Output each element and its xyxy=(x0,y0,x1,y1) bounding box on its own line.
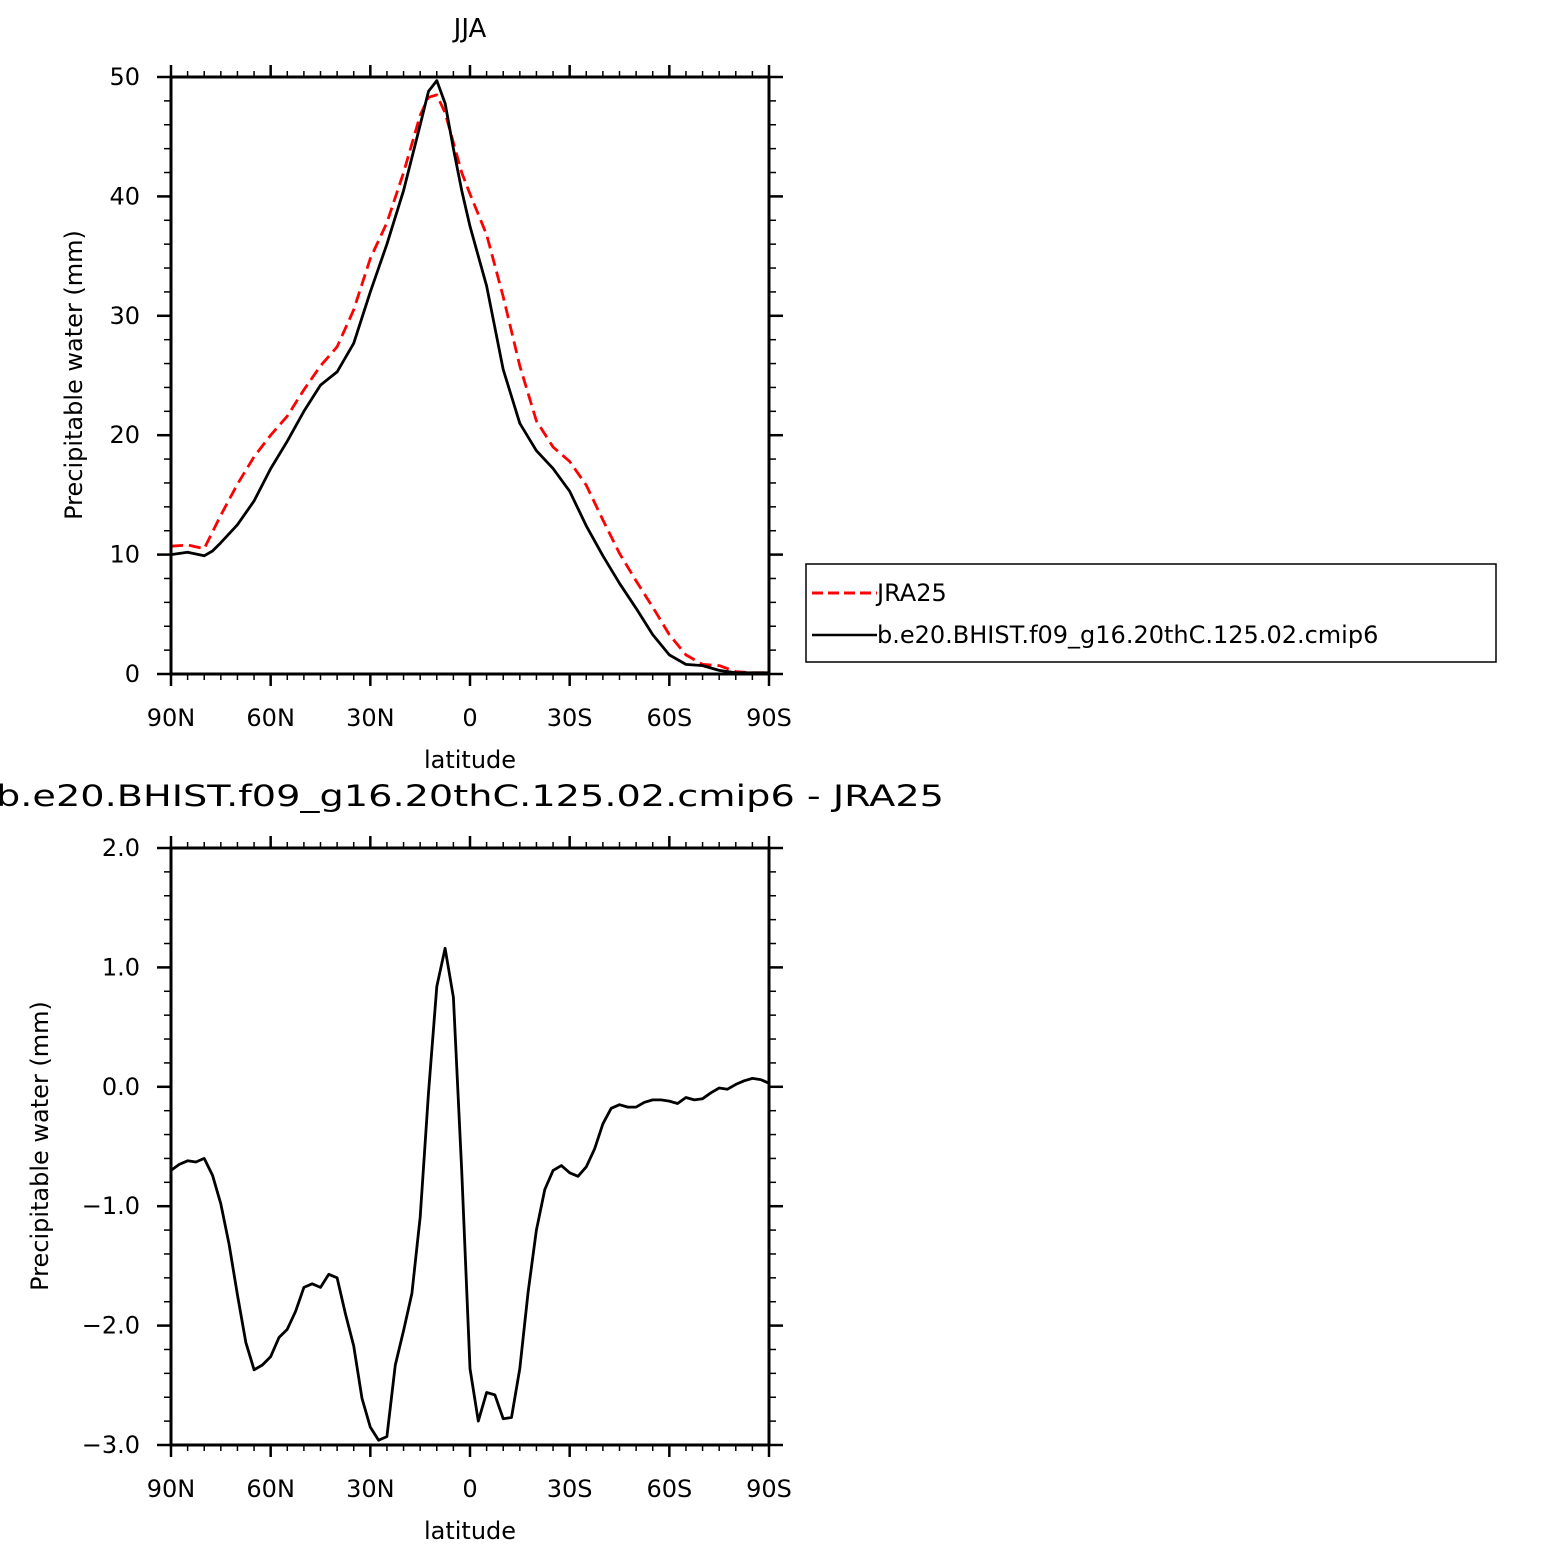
panel-top: JJA 90N 60N 30N 0 30S 60S 90S 0 10 20 30 40 50 latit… xyxy=(60,14,792,774)
panel-top-y-tick-label: 0 xyxy=(125,660,140,688)
panel-top-axes: 90N 60N 30N 0 30S 60S 90S 0 10 20 30 40 50 xyxy=(109,63,791,732)
panel-top-series-line-1 xyxy=(170,79,769,675)
panel-bottom-y-tick-label: −1.0 xyxy=(82,1192,140,1220)
panel-bottom-x-tick-label: 60N xyxy=(246,1475,295,1503)
panel-bottom-y-tick-label: 0.0 xyxy=(102,1073,140,1101)
panel-bottom-y-tick-label: −2.0 xyxy=(82,1312,140,1340)
legend-label-jra25: JRA25 xyxy=(875,579,947,607)
panel-top-x-tick-label: 90N xyxy=(147,704,196,732)
panel-bottom-x-tick-label: 30S xyxy=(547,1475,593,1503)
panel-top-x-axis-label: latitude xyxy=(424,746,516,774)
panel-top-x-tick-label: 90S xyxy=(746,704,792,732)
panel-top-x-tick-label: 60S xyxy=(646,704,692,732)
panel-bottom-title: b.e20.BHIST.f09_g16.20thC.125.02.cmip6 -… xyxy=(0,779,944,813)
panel-top-series-line-0 xyxy=(170,93,769,675)
panel-top-title: JJA xyxy=(452,14,487,44)
panel-bottom-x-tick-label: 30N xyxy=(346,1475,395,1503)
panel-top-frame xyxy=(169,75,771,676)
panel-bottom-frame xyxy=(169,846,771,1447)
panel-bottom-x-tick-label: 90N xyxy=(147,1475,196,1503)
panel-bottom-x-tick-label: 0 xyxy=(462,1475,477,1503)
panel-bottom-y-axis-label: Precipitable water (mm) xyxy=(26,1001,54,1291)
panel-bottom-axes: 90N 60N 30N 0 30S 60S 90S −3.0 −2.0 −1.0 0.0 1.0 2.0 xyxy=(82,834,792,1503)
panel-top-x-tick-label: 30N xyxy=(346,704,395,732)
panel-bottom-x-tick-label: 90S xyxy=(746,1475,792,1503)
panel-bottom-y-tick-label: −3.0 xyxy=(82,1431,140,1459)
panel-top-y-tick-label: 30 xyxy=(109,302,140,330)
panel-top-x-tick-label: 0 xyxy=(462,704,477,732)
panel-top-x-tick-label: 30S xyxy=(547,704,593,732)
legend-label-model: b.e20.BHIST.f09_g16.20thC.125.02.cmip6 xyxy=(877,621,1378,649)
panel-bottom: b.e20.BHIST.f09_g16.20thC.125.02.cmip6 -… xyxy=(0,779,944,1545)
panel-top-y-tick-label: 10 xyxy=(109,541,140,569)
panel-bottom-x-tick-label: 60S xyxy=(646,1475,692,1503)
legend-box xyxy=(805,563,1497,663)
legend: JRA25 b.e20.BHIST.f09_g16.20thC.125.02.c… xyxy=(805,563,1497,663)
panel-bottom-x-axis-label: latitude xyxy=(424,1517,516,1545)
panel-top-y-tick-label: 50 xyxy=(109,63,140,91)
panel-top-x-tick-label: 60N xyxy=(246,704,295,732)
panel-top-y-tick-label: 20 xyxy=(109,421,140,449)
panel-bottom-series-line-0 xyxy=(170,946,770,1442)
panel-bottom-y-tick-label: 1.0 xyxy=(102,953,140,981)
panel-bottom-y-tick-label: 2.0 xyxy=(102,834,140,862)
panel-top-y-tick-label: 40 xyxy=(109,182,140,210)
panel-top-y-axis-label: Precipitable water (mm) xyxy=(60,230,88,520)
